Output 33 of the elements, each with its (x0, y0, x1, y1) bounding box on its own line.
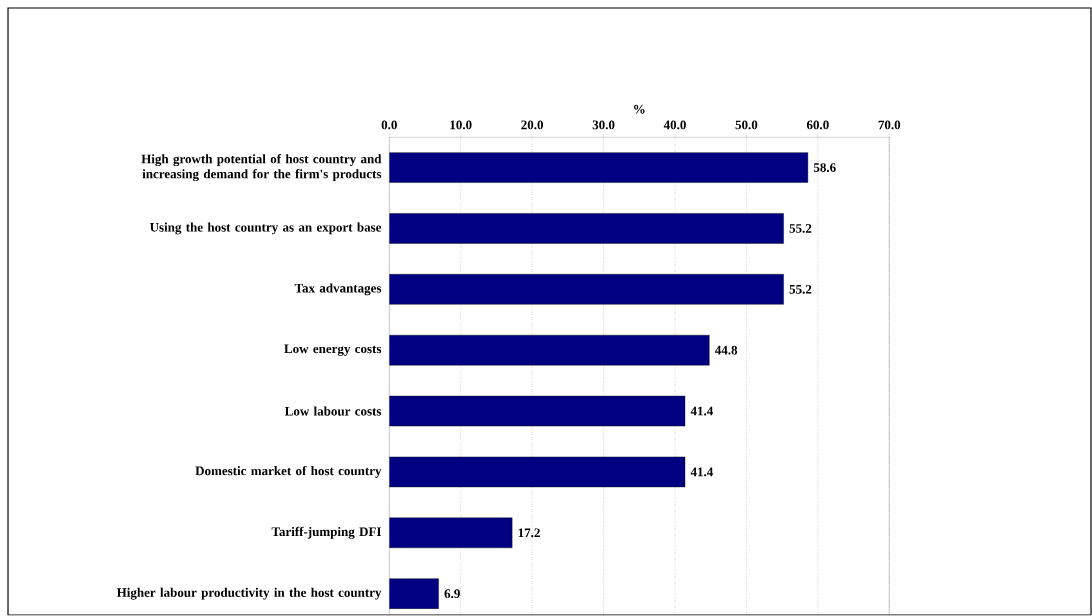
y-tick-label: Domestic market of host country (195, 466, 382, 479)
y-tick-label: Low labour costs (284, 406, 382, 416)
data-label: 58.6 (813, 163, 836, 173)
y-tick-label: High growth potential of host country and increasing demand for the firm's products (141, 154, 382, 182)
x-tick-label: 40.0 (663, 120, 686, 130)
bar (389, 213, 784, 244)
bar (389, 396, 686, 427)
x-axis-title: % (634, 105, 645, 114)
data-label: 17.2 (518, 528, 540, 538)
x-tick-label: 50.0 (735, 120, 758, 130)
bar (389, 456, 686, 488)
data-label: 55.2 (789, 285, 812, 294)
bar (389, 152, 809, 183)
y-tick-label: Higher labour productivity in the host country (116, 587, 382, 600)
data-label: 55.2 (789, 224, 812, 234)
y-tick-label: Using the host country as an export base (149, 222, 382, 235)
x-tick-label: 20.0 (521, 120, 544, 130)
data-label: 6.9 (444, 589, 460, 599)
x-tick-label: 30.0 (592, 120, 615, 130)
data-label: 41.4 (690, 406, 714, 416)
bar (389, 335, 710, 366)
x-tick-label: 60.0 (806, 120, 829, 130)
x-tick-label: 10.0 (450, 120, 472, 130)
x-tick-label: 70.0 (878, 120, 901, 130)
data-label: 44.8 (714, 345, 738, 355)
bar (389, 274, 784, 305)
x-tick-label: 0.0 (381, 120, 397, 130)
y-tick-label: Low energy costs (284, 344, 382, 357)
bar (389, 517, 513, 549)
data-label: 41.4 (690, 467, 714, 477)
bar (389, 578, 439, 610)
y-tick-label: Tariff-jumping DFI (271, 527, 382, 540)
y-tick-label: Tax advantages (294, 283, 382, 296)
